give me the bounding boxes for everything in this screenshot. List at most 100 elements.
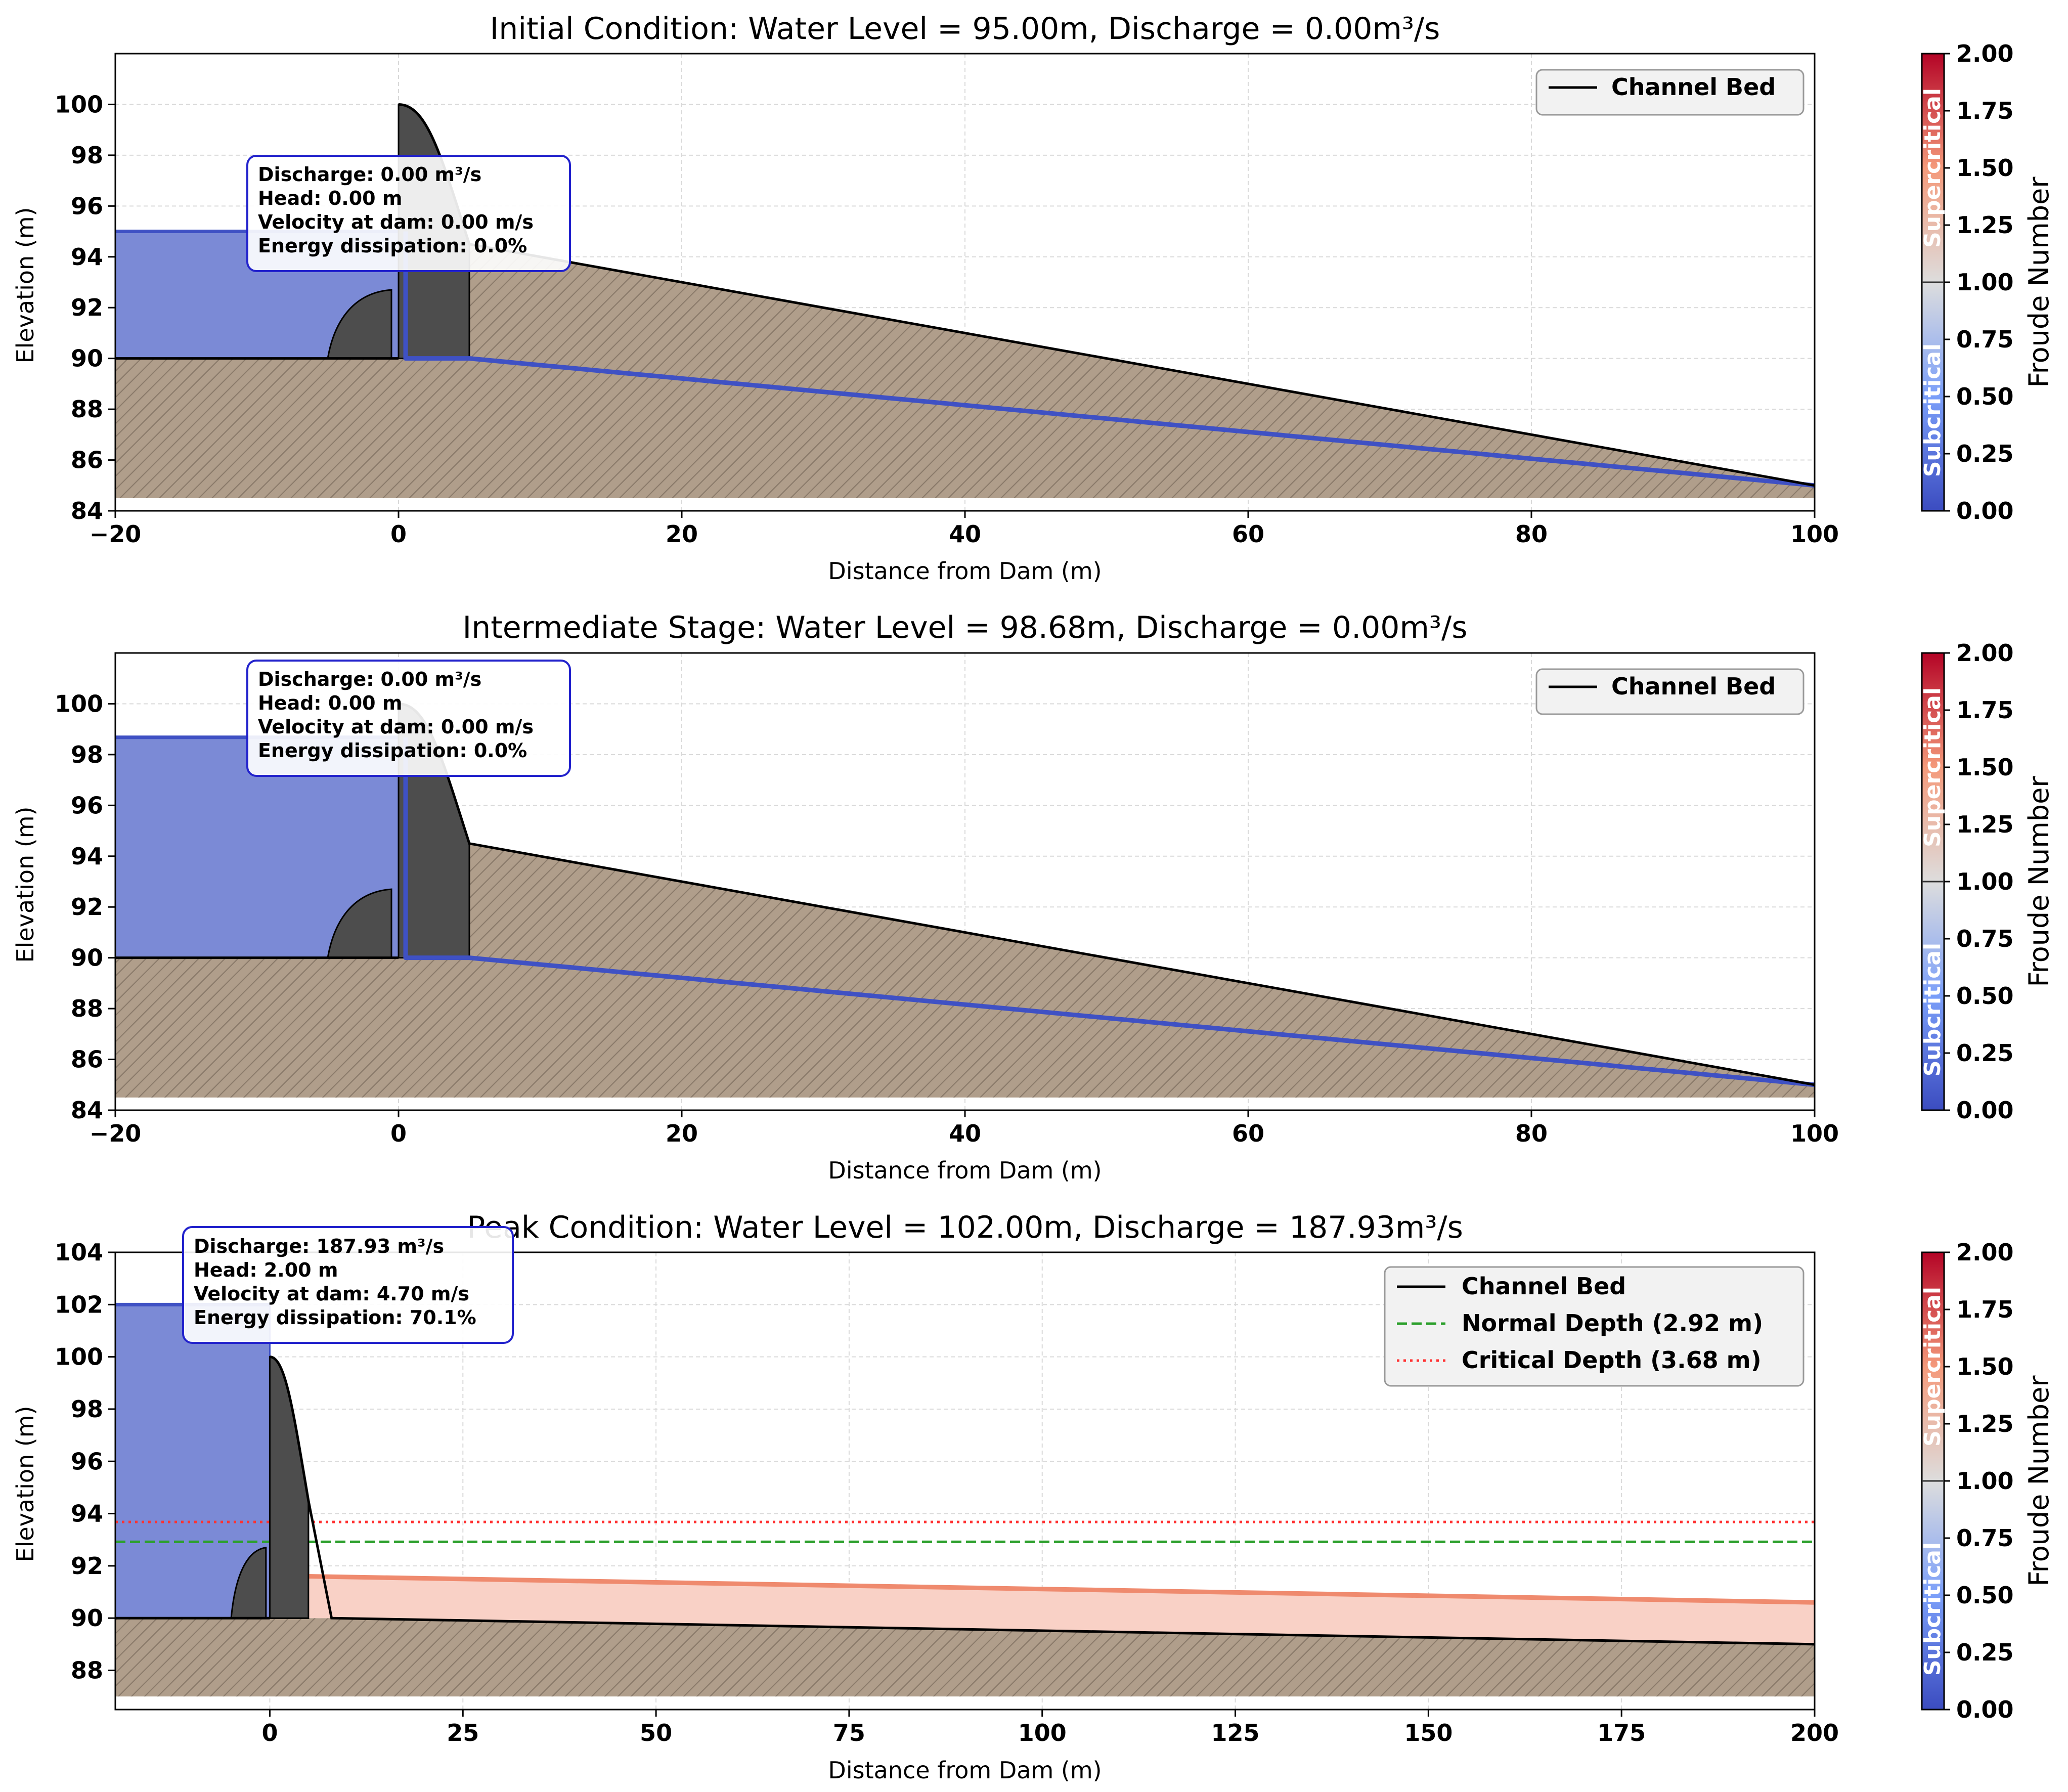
annotation-box: Discharge: 187.93 m³/s Head: 2.00 m Velo… <box>182 1226 514 1344</box>
plot-content <box>115 103 1815 498</box>
annotation-box-frame <box>182 1226 514 1344</box>
colorbar-tick-label: 1.25 <box>1956 1410 2014 1437</box>
y-tick-label: 88 <box>71 396 103 423</box>
colorbar-tick-label: 0.75 <box>1956 326 2014 353</box>
colorbar-tick-label: 0.25 <box>1956 1639 2014 1666</box>
annotation-line: Velocity at dam: 0.00 m/s <box>258 716 534 738</box>
subcritical-label: Subcritical <box>1920 1542 1946 1676</box>
plot-frame <box>114 53 1816 512</box>
colorbar-tick-label: 2.00 <box>1956 40 2014 67</box>
flow-area <box>274 1576 1815 1644</box>
legend-label: Channel Bed <box>1611 73 1776 101</box>
y-tick-label: 96 <box>71 792 103 819</box>
annotation-line: Velocity at dam: 0.00 m/s <box>258 211 534 233</box>
dam-upstream-toe <box>327 888 392 959</box>
colorbar-tick-label: 1.75 <box>1956 696 2014 724</box>
x-tick-label: −20 <box>90 1120 142 1147</box>
x-tick-label: 60 <box>1232 1120 1264 1147</box>
y-tick-label: 84 <box>71 497 103 525</box>
colorbar-label: Froude Number <box>2023 776 2055 987</box>
supercritical-label: Supercritical <box>1920 88 1946 248</box>
colorbar-intermediate: 0.00 0.25 0.50 0.75 1.00 1.25 1.50 1.75 2.00 Frou… <box>1920 639 2055 1124</box>
y-tick-label: 90 <box>71 345 103 372</box>
x-axis-label: Distance from Dam (m) <box>828 1757 1102 1784</box>
y-ticks: 88 90 92 94 96 98 100 102 104 <box>55 1239 115 1684</box>
y-tick-label: 96 <box>71 192 103 220</box>
y-tick-label: 100 <box>55 91 103 118</box>
x-axis-label: Distance from Dam (m) <box>828 1157 1102 1184</box>
colorbar-tick-label: 0.25 <box>1956 1039 2014 1067</box>
annotation-box-frame <box>246 660 571 777</box>
y-tick-label: 98 <box>71 1395 103 1423</box>
annotation-line: Head: 2.00 m <box>194 1259 338 1281</box>
panel-initial: Initial Condition: Water Level = 95.00m,… <box>12 11 1839 585</box>
colorbar-peak: 0.00 0.25 0.50 0.75 1.00 1.25 1.50 1.75 2.00 Frou… <box>1920 1239 2055 1723</box>
annotation-box: Discharge: 0.00 m³/s Head: 0.00 m Veloci… <box>246 660 571 777</box>
ground-hatch <box>115 244 1815 498</box>
colorbar-tick-label: 0.00 <box>1956 1696 2014 1723</box>
y-ticks: 84 86 88 90 92 94 96 98 100 <box>55 91 115 525</box>
colorbar-tick-label: 1.50 <box>1956 754 2014 781</box>
dam-upstream-toe <box>230 1547 267 1619</box>
colorbar-tick-label: 0.00 <box>1956 497 2014 525</box>
legend-label: Normal Depth (2.92 m) <box>1462 1309 1763 1337</box>
y-tick-label: 100 <box>55 1343 103 1371</box>
colorbar-tick-label: 0.25 <box>1956 440 2014 467</box>
x-tick-label: 40 <box>949 520 981 548</box>
legend-label: Channel Bed <box>1462 1273 1626 1300</box>
x-tick-label: 60 <box>1232 520 1264 548</box>
y-tick-label: 86 <box>71 1046 103 1073</box>
x-tick-label: 125 <box>1211 1719 1260 1746</box>
x-tick-label: 25 <box>447 1719 479 1746</box>
y-tick-label: 92 <box>71 294 103 321</box>
annotation-line: Energy dissipation: 70.1% <box>194 1306 476 1329</box>
colorbar-tick-label: 1.75 <box>1956 97 2014 124</box>
x-tick-label: 20 <box>666 1120 698 1147</box>
x-tick-label: 150 <box>1404 1719 1453 1746</box>
plot-frame <box>114 652 1816 1111</box>
colorbar-initial: 0.00 0.25 0.50 0.75 1.00 1.25 1.50 1.75 2.00 Frou… <box>1920 40 2055 525</box>
y-tick-label: 90 <box>71 1604 103 1632</box>
y-tick-label: 86 <box>71 447 103 474</box>
y-axis-label: Elevation (m) <box>12 1406 39 1562</box>
legend-label: Channel Bed <box>1611 673 1776 700</box>
colorbar-tick-label: 1.00 <box>1956 1467 2014 1495</box>
colorbar-tick-label: 0.50 <box>1956 982 2014 1010</box>
annotation-line: Discharge: 187.93 m³/s <box>194 1235 444 1257</box>
y-tick-label: 96 <box>71 1448 103 1475</box>
colorbar-tick-label: 0.75 <box>1956 925 2014 952</box>
y-ticks: 84 86 88 90 92 94 96 98 100 <box>55 690 115 1124</box>
panel-peak: 0 25 50 75 100 125 150 175 200 88 90 92 94 96 98 100 10… <box>12 1210 1839 1784</box>
x-tick-label: 50 <box>640 1719 672 1746</box>
panel-intermediate: Intermediate Stage: Water Level = 98.68m… <box>12 610 1839 1184</box>
x-tick-label: 80 <box>1515 1120 1548 1147</box>
x-tick-label: 200 <box>1790 1719 1839 1746</box>
colorbar-tick-label: 1.75 <box>1956 1296 2014 1323</box>
colorbar-label: Froude Number <box>2023 177 2055 388</box>
annotation-line: Discharge: 0.00 m³/s <box>258 163 481 186</box>
annotation-box: Discharge: 0.00 m³/s Head: 0.00 m Veloci… <box>246 155 571 272</box>
colorbar-tick-label: 1.25 <box>1956 211 2014 239</box>
colorbar-tick-label: 0.75 <box>1956 1524 2014 1552</box>
x-tick-label: 75 <box>833 1719 865 1746</box>
legend-box <box>1535 668 1805 715</box>
supercritical-label: Supercritical <box>1920 687 1946 847</box>
x-ticks: −20 0 20 40 60 80 100 <box>90 511 1839 548</box>
chart-title: Peak Condition: Water Level = 102.00m, D… <box>467 1210 1463 1245</box>
legend-box <box>1535 69 1805 116</box>
colorbar-tick-label: 0.00 <box>1956 1097 2014 1124</box>
plot-frame <box>114 1251 1816 1711</box>
x-tick-label: 40 <box>949 1120 981 1147</box>
annotation-line: Energy dissipation: 0.0% <box>258 739 527 762</box>
y-tick-label: 94 <box>71 243 103 271</box>
y-tick-label: 88 <box>71 1657 103 1684</box>
plot-content <box>115 702 1815 1098</box>
legend: Channel Bed Normal Depth (2.92 m) Critic… <box>1384 1266 1805 1387</box>
x-tick-label: 100 <box>1790 520 1839 548</box>
y-tick-label: 94 <box>71 1500 103 1527</box>
y-tick-label: 90 <box>71 944 103 972</box>
x-tick-label: 0 <box>390 520 407 548</box>
annotation-line: Head: 0.00 m <box>258 187 402 209</box>
x-tick-label: 175 <box>1597 1719 1646 1746</box>
